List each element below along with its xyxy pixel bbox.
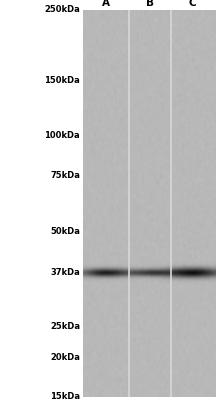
Text: 75kDa: 75kDa (50, 171, 80, 180)
Text: 150kDa: 150kDa (44, 76, 80, 85)
Text: 100kDa: 100kDa (44, 132, 80, 140)
Text: B: B (146, 0, 154, 8)
Text: 250kDa: 250kDa (44, 6, 80, 14)
Text: 20kDa: 20kDa (50, 353, 80, 362)
Text: C: C (189, 0, 197, 8)
Text: 25kDa: 25kDa (50, 322, 80, 331)
Text: 15kDa: 15kDa (50, 392, 80, 400)
Text: 37kDa: 37kDa (50, 268, 80, 277)
Text: A: A (102, 0, 110, 8)
Text: 50kDa: 50kDa (50, 227, 80, 236)
